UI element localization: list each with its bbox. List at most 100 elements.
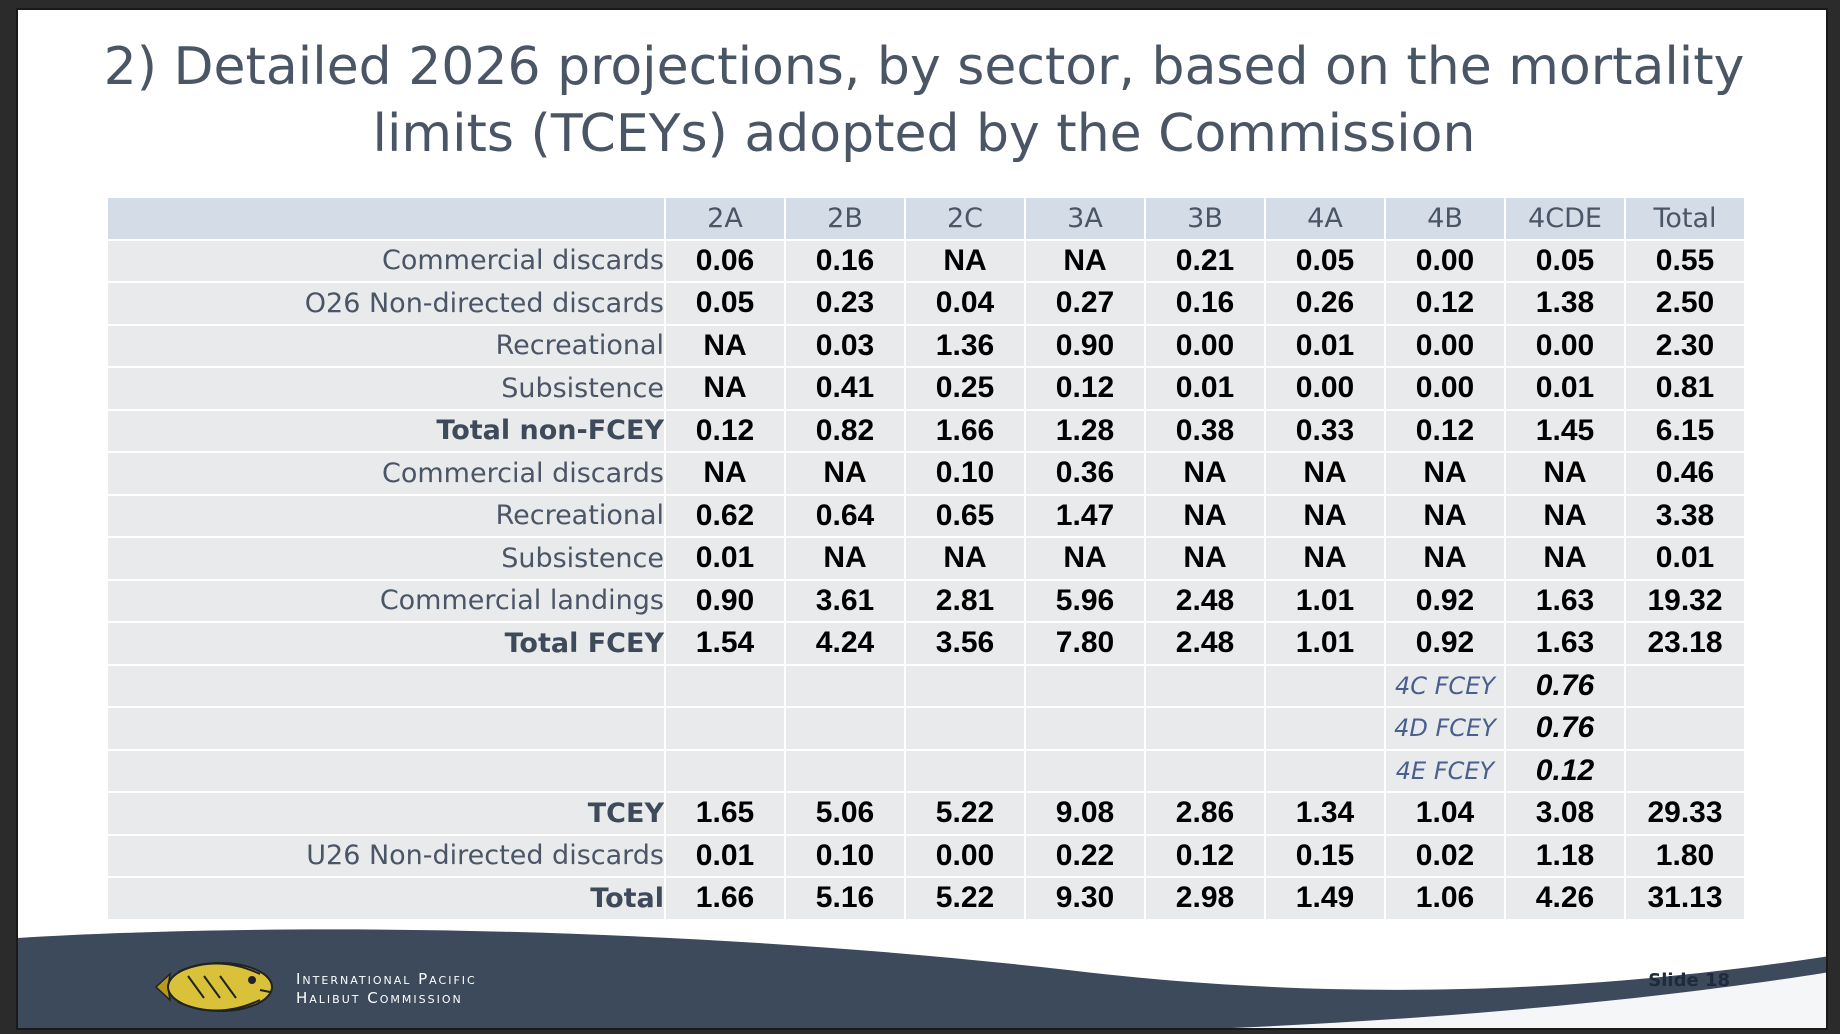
table-cell: 0.16 xyxy=(1144,281,1266,326)
halibut-logo-icon xyxy=(154,962,273,1012)
sub-row-label: 4D FCEY xyxy=(1384,706,1506,751)
table-cell: 2.86 xyxy=(1144,791,1266,836)
table-cell: NA xyxy=(1504,493,1626,538)
table-row: Commercial discards 0.06 0.16 NA NA 0.21 0.05 0… xyxy=(106,238,1746,283)
table-cell: 3.38 xyxy=(1624,493,1746,538)
table-cell: 0.22 xyxy=(1024,833,1146,878)
table-cell: 1.18 xyxy=(1504,833,1626,878)
table-cell: 1.06 xyxy=(1384,876,1506,921)
table-cell: 0.23 xyxy=(784,281,906,326)
table-cell: 0.12 xyxy=(1144,833,1266,878)
table-row: Recreational 0.62 0.64 0.65 1.47 NA NA NA NA 3.38 xyxy=(106,493,1746,538)
table-cell: 0.00 xyxy=(904,833,1026,878)
table-row: 4D FCEY 0.76 xyxy=(106,706,1746,751)
table-cell: 5.96 xyxy=(1024,578,1146,623)
table-cell: NA xyxy=(1144,451,1266,496)
empty-cell xyxy=(1024,706,1146,751)
table-row: Subsistence 0.01 NA NA NA NA NA NA NA 0.01 xyxy=(106,536,1746,581)
table-row: TCEY 1.65 5.06 5.22 9.08 2.86 1.34 1.04 3.08 29.3… xyxy=(106,791,1746,836)
table-cell: 2.50 xyxy=(1624,281,1746,326)
table-cell: 0.15 xyxy=(1264,833,1386,878)
table-cell: 0.10 xyxy=(904,451,1026,496)
empty-cell xyxy=(904,663,1026,708)
table-cell: 0.06 xyxy=(664,238,786,283)
table-cell: 1.47 xyxy=(1024,493,1146,538)
row-label: Subsistence xyxy=(106,366,666,411)
empty-cell xyxy=(1144,663,1266,708)
table-cell: 0.36 xyxy=(1024,451,1146,496)
table-cell: 0.05 xyxy=(1504,238,1626,283)
table-cell: 3.61 xyxy=(784,578,906,623)
table-cell: 0.01 xyxy=(664,536,786,581)
table-cell: 29.33 xyxy=(1624,791,1746,836)
empty-cell xyxy=(904,748,1026,793)
sub-row-label: 4E FCEY xyxy=(1384,748,1506,793)
table-cell: 0.12 xyxy=(1384,408,1506,453)
table-cell: 6.15 xyxy=(1624,408,1746,453)
table-cell: 0.00 xyxy=(1384,323,1506,368)
table-cell: 1.01 xyxy=(1264,578,1386,623)
table-cell: NA xyxy=(1024,238,1146,283)
table-cell: NA xyxy=(1384,536,1506,581)
table-cell: 0.25 xyxy=(904,366,1026,411)
table-cell: 1.66 xyxy=(904,408,1026,453)
table-row: Commercial discards NA NA 0.10 0.36 NA NA NA NA 0… xyxy=(106,451,1746,496)
table-row: Total FCEY 1.54 4.24 3.56 7.80 2.48 1.01 0.92 1.… xyxy=(106,621,1746,666)
table-cell: 0.00 xyxy=(1384,366,1506,411)
table-cell: 1.63 xyxy=(1504,578,1626,623)
row-label: Commercial landings xyxy=(106,578,666,623)
empty-cell xyxy=(1624,663,1746,708)
row-label: Total xyxy=(106,876,666,921)
table-cell: 0.01 xyxy=(1624,536,1746,581)
row-label: Commercial discards xyxy=(106,451,666,496)
column-header: 4CDE xyxy=(1504,196,1626,241)
empty-cell xyxy=(784,663,906,708)
table-row: Subsistence NA 0.41 0.25 0.12 0.01 0.00 0.00 0.0… xyxy=(106,366,1746,411)
table-cell: 1.04 xyxy=(1384,791,1506,836)
table-cell: NA xyxy=(1384,451,1506,496)
column-header: 2C xyxy=(904,196,1026,241)
table-cell: 1.63 xyxy=(1504,621,1626,666)
row-label: Total FCEY xyxy=(106,621,666,666)
table-cell: 1.45 xyxy=(1504,408,1626,453)
empty-cell xyxy=(106,748,666,793)
row-label: TCEY xyxy=(106,791,666,836)
table-cell: 3.08 xyxy=(1504,791,1626,836)
table-cell: 2.30 xyxy=(1624,323,1746,368)
table-cell: NA xyxy=(1144,493,1266,538)
table-cell: 31.13 xyxy=(1624,876,1746,921)
row-label: Recreational xyxy=(106,323,666,368)
table-cell: 0.16 xyxy=(784,238,906,283)
column-header: 3B xyxy=(1144,196,1266,241)
table-cell: 0.03 xyxy=(784,323,906,368)
table-cell: 1.49 xyxy=(1264,876,1386,921)
table-cell: NA xyxy=(784,451,906,496)
column-header: Total xyxy=(1624,196,1746,241)
table-cell: 1.28 xyxy=(1024,408,1146,453)
slide: 2) Detailed 2026 projections, by sector,… xyxy=(16,8,1828,1030)
slide-number: Slide 18 xyxy=(1648,970,1730,991)
row-label: O26 Non-directed discards xyxy=(106,281,666,326)
table-cell: 0.02 xyxy=(1384,833,1506,878)
row-label: Commercial discards xyxy=(106,238,666,283)
table-cell: 1.80 xyxy=(1624,833,1746,878)
table-cell: 0.05 xyxy=(664,281,786,326)
table-row: Commercial landings 0.90 3.61 2.81 5.96 2.48 1… xyxy=(106,578,1746,623)
column-header: 4B xyxy=(1384,196,1506,241)
empty-cell xyxy=(106,663,666,708)
row-label: U26 Non-directed discards xyxy=(106,833,666,878)
org-name-line1: International Pacific xyxy=(296,970,477,988)
table-cell: 0.10 xyxy=(784,833,906,878)
header-corner xyxy=(106,196,666,241)
table-cell: 0.00 xyxy=(1264,366,1386,411)
row-label: Recreational xyxy=(106,493,666,538)
empty-cell xyxy=(1264,663,1386,708)
column-header: 3A xyxy=(1024,196,1146,241)
table-cell: NA xyxy=(664,323,786,368)
table-cell: 7.80 xyxy=(1024,621,1146,666)
table-cell: 0.33 xyxy=(1264,408,1386,453)
table-row: 4E FCEY 0.12 xyxy=(106,748,1746,793)
table-cell: 19.32 xyxy=(1624,578,1746,623)
empty-cell xyxy=(1264,748,1386,793)
table-cell: 0.90 xyxy=(664,578,786,623)
